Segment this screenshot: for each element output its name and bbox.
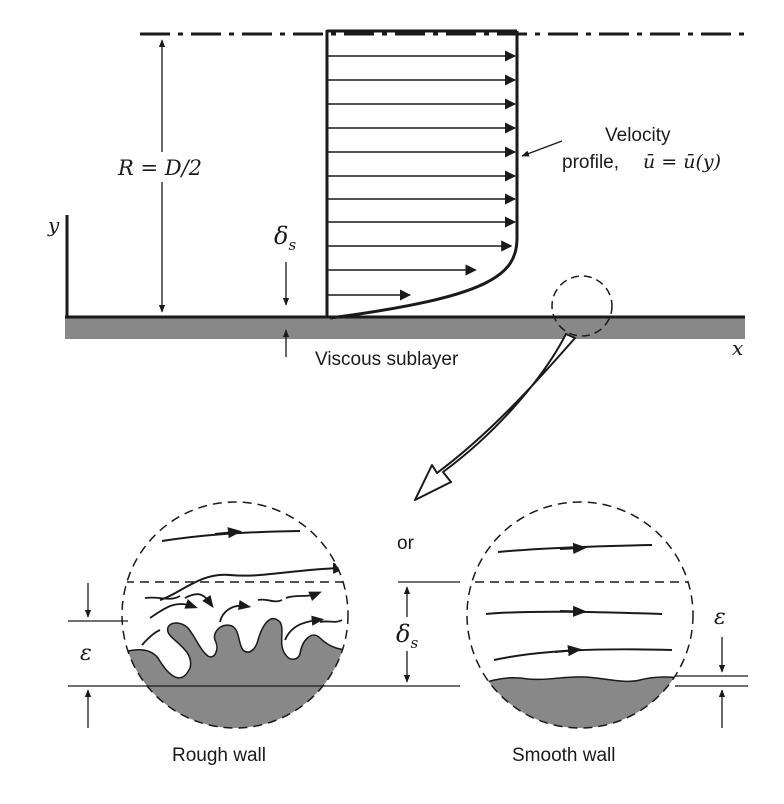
velocity-label-line1: Velocity (605, 125, 671, 146)
velocity-label-pointer (521, 140, 563, 157)
rough-wall-circle (121, 501, 349, 729)
velocity-arrows (328, 50, 517, 301)
viscous-sublayer-label: Viscous sublayer (315, 349, 459, 370)
zoom-circle (551, 275, 613, 337)
rough-wall-surface (122, 617, 348, 728)
smooth-wall-circle (466, 501, 694, 729)
velocity-equation: ū = ū(y) (643, 151, 721, 173)
smooth-wall-caption: Smooth wall (512, 745, 616, 766)
delta-s-bottom-label: δs (396, 620, 418, 652)
x-axis-label: x (732, 336, 743, 360)
smooth-wall-detail (466, 501, 694, 729)
or-label: or (397, 533, 415, 554)
delta-s-top-label: δs (274, 222, 296, 254)
pipe-wall (65, 317, 745, 339)
rough-wall-detail (121, 501, 349, 729)
velocity-label-line2: profile, (562, 152, 619, 173)
rough-wall-caption: Rough wall (172, 745, 266, 766)
radius-label: R = D/2 (117, 156, 202, 180)
velocity-profile-curve (329, 31, 519, 320)
zoom-pointer-arrow (414, 333, 576, 501)
smooth-wall-surface (467, 676, 693, 728)
y-axis-label: y (47, 213, 60, 237)
epsilon-right-label: ε (714, 605, 726, 630)
epsilon-left-label: ε (80, 641, 92, 666)
